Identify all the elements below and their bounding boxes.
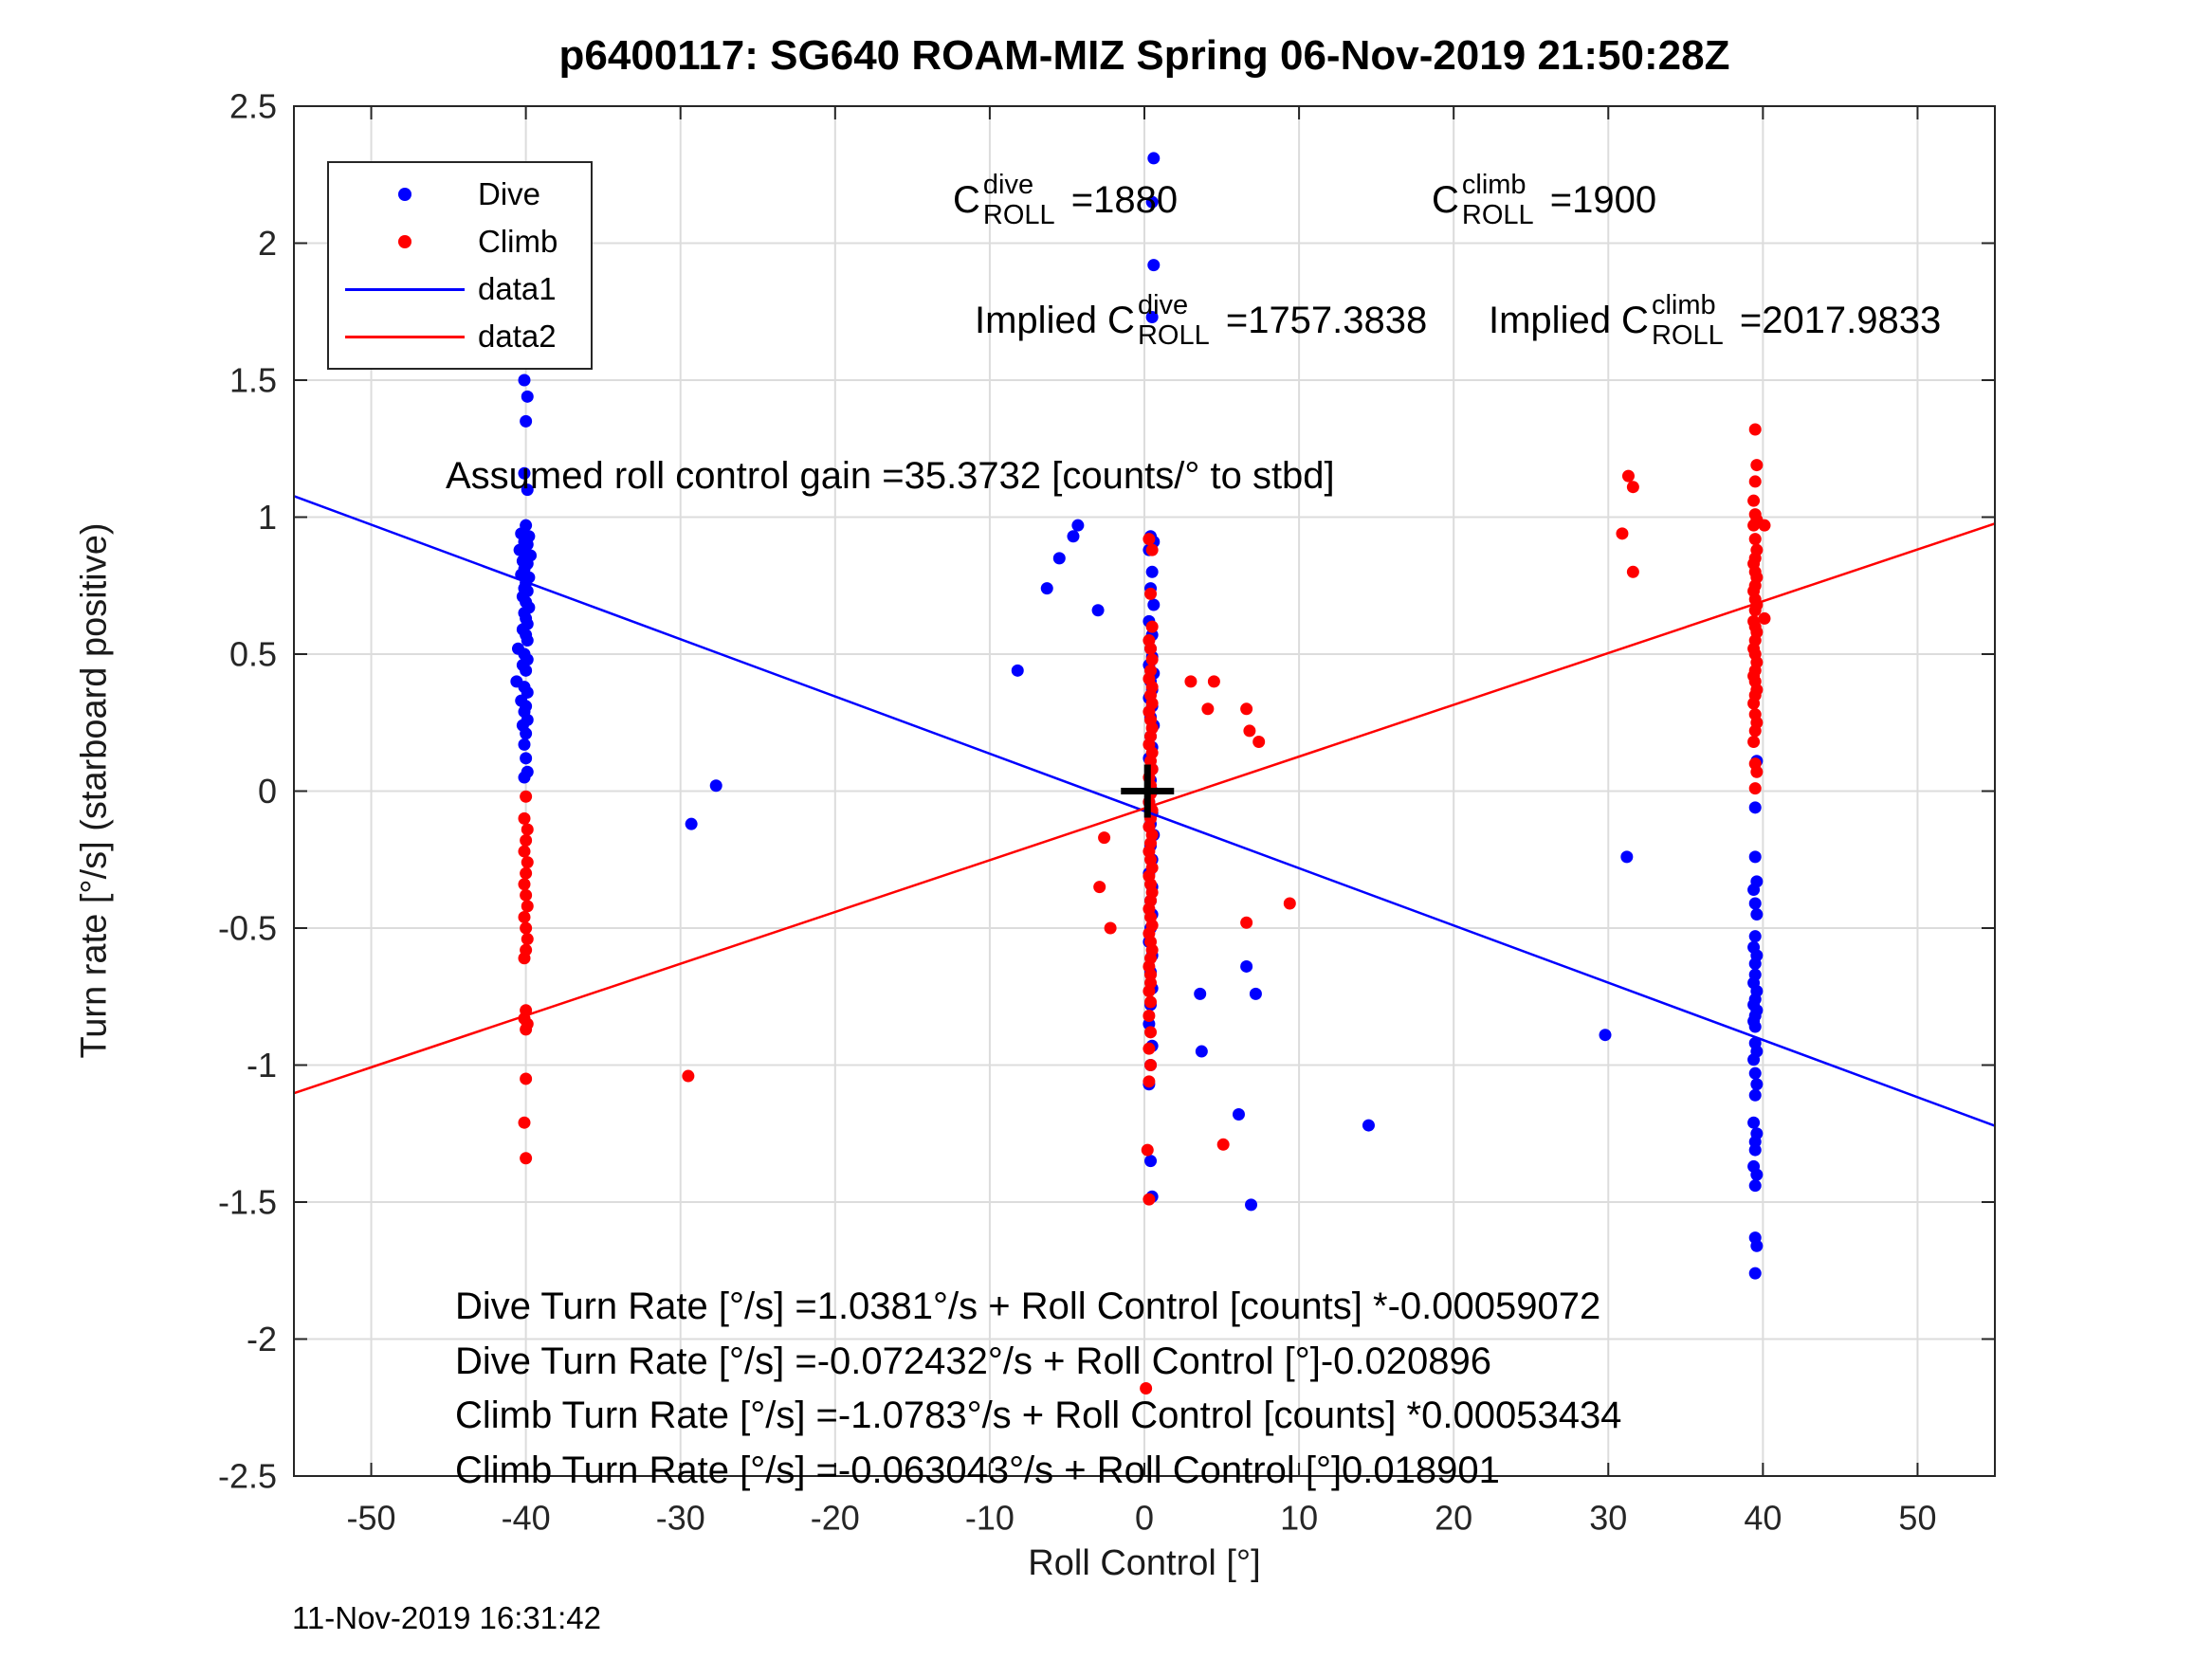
origin-plus-marker — [1121, 764, 1175, 818]
annotation-superscript: climb — [1461, 169, 1526, 200]
legend-dot-marker-icon — [345, 188, 465, 201]
legend-box: Dive Climb data1 data2 — [327, 161, 593, 370]
svg-text:40: 40 — [1744, 1498, 1782, 1537]
svg-text:0.5: 0.5 — [229, 635, 277, 674]
annotation-prefix: C — [953, 178, 980, 221]
legend-item-climb: Climb — [329, 218, 591, 265]
annotation-subscript: ROLL — [982, 200, 1055, 230]
legend-item-data1: data1 — [329, 265, 591, 313]
legend-dot-marker-icon — [345, 235, 465, 248]
svg-text:-1: -1 — [247, 1046, 277, 1085]
annotation-subscript: ROLL — [1137, 320, 1210, 351]
plot-title: p6400117: SG640 ROAM-MIZ Spring 06-Nov-2… — [558, 32, 1730, 79]
y-axis-label: Turn rate [°/s] (starboard positive) — [74, 522, 115, 1059]
legend-line-marker-icon — [345, 335, 465, 338]
annotation-value: =1900 — [1539, 178, 1657, 221]
svg-text:1.5: 1.5 — [229, 361, 277, 400]
annotation-prefix: Implied C — [975, 299, 1135, 341]
legend-item-data2: data2 — [329, 313, 591, 360]
annotation-prefix: Implied C — [1489, 299, 1649, 341]
equation-line: Climb Turn Rate [°/s] =-1.0783°/s + Roll… — [455, 1395, 1622, 1436]
svg-text:1: 1 — [258, 498, 277, 537]
generation-timestamp: 11-Nov-2019 16:31:42 — [292, 1600, 601, 1635]
legend-label: Dive — [478, 176, 541, 211]
annotation-value: =2017.9833 — [1728, 299, 1942, 341]
annotation-subscript: ROLL — [1461, 200, 1534, 230]
legend-label: data2 — [478, 319, 557, 354]
svg-text:0: 0 — [258, 772, 277, 811]
annotation-subscript: ROLL — [1651, 320, 1724, 351]
svg-text:-1.5: -1.5 — [218, 1183, 277, 1222]
annotation-roll-gain: Assumed roll control gain =35.3732 [coun… — [446, 455, 1335, 497]
y-tick-labels: -2.5 -2 -1.5 -1 -0.5 0 0.5 1 1.5 2 2.5 — [218, 87, 277, 1496]
equation-line: Climb Turn Rate [°/s] =-0.063043°/s + Ro… — [455, 1449, 1500, 1491]
svg-text:-2: -2 — [247, 1320, 277, 1358]
svg-text:2: 2 — [258, 224, 277, 263]
annotation-prefix: C — [1432, 178, 1459, 221]
svg-text:0: 0 — [1135, 1498, 1154, 1537]
x-axis-label: Roll Control [°] — [1028, 1543, 1261, 1583]
x-tick-labels: -50 -40 -30 -20 -10 0 10 20 30 40 50 — [347, 1498, 1937, 1537]
annotation-superscript: dive — [982, 169, 1034, 200]
svg-text:-0.5: -0.5 — [218, 909, 277, 948]
annotation-superscript: climb — [1651, 289, 1716, 320]
annotation-value: =1880 — [1060, 178, 1179, 221]
svg-text:50: 50 — [1898, 1498, 1936, 1537]
svg-text:-10: -10 — [965, 1498, 1015, 1537]
legend-item-dive: Dive — [329, 171, 591, 218]
equation-line: Dive Turn Rate [°/s] =1.0381°/s + Roll C… — [455, 1285, 1601, 1327]
svg-text:30: 30 — [1589, 1498, 1627, 1537]
svg-text:-50: -50 — [347, 1498, 396, 1537]
legend-line-marker-icon — [345, 287, 465, 291]
svg-text:-40: -40 — [502, 1498, 551, 1537]
equation-line: Dive Turn Rate [°/s] =-0.072432°/s + Rol… — [455, 1340, 1492, 1382]
svg-text:2.5: 2.5 — [229, 87, 277, 126]
axis-box — [293, 105, 1996, 1477]
svg-text:20: 20 — [1435, 1498, 1472, 1537]
annotation-value: =1757.3838 — [1215, 299, 1428, 341]
annotation-superscript: dive — [1137, 289, 1189, 320]
svg-text:-30: -30 — [656, 1498, 705, 1537]
svg-text:-2.5: -2.5 — [218, 1457, 277, 1496]
fit-equations: Dive Turn Rate [°/s] =1.0381°/s + Roll C… — [455, 1280, 1621, 1498]
svg-text:-20: -20 — [811, 1498, 860, 1537]
legend-label: data1 — [478, 271, 557, 306]
legend-label: Climb — [478, 224, 558, 259]
svg-text:10: 10 — [1280, 1498, 1318, 1537]
